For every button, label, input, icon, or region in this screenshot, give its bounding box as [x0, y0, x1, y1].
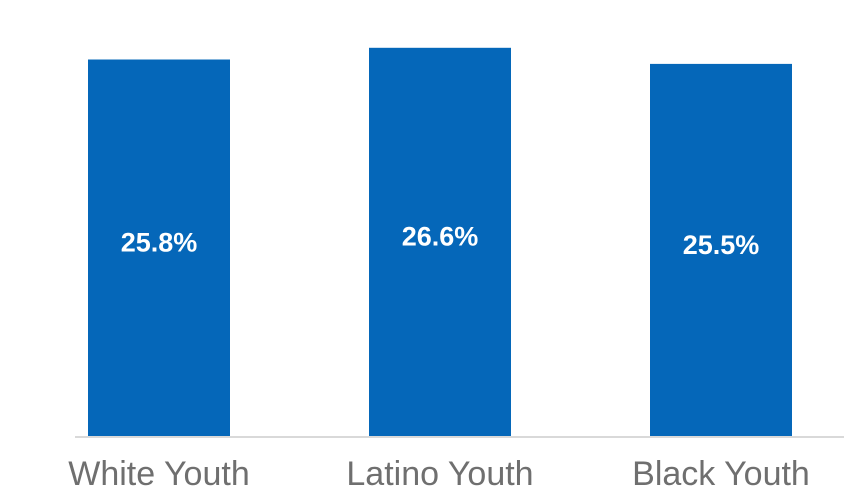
bars-group [88, 47, 792, 438]
data-label-black-youth: 25.5% [683, 230, 760, 260]
bar-black-youth [650, 63, 792, 437]
data-label-white-youth: 25.8% [121, 228, 198, 258]
x-tick-label-latino-youth: Latino Youth [346, 455, 533, 492]
x-tick-label-white-youth: White Youth [68, 455, 249, 492]
x-tick-label-black-youth: Black Youth [632, 455, 810, 492]
data-label-latino-youth: 26.6% [402, 222, 479, 252]
data-labels-group: 25.8% 26.6% 25.5% [121, 222, 760, 260]
bar-white-youth [88, 59, 230, 438]
bar-latino-youth [369, 47, 511, 438]
x-tick-labels-group: White Youth Latino Youth Black Youth [68, 455, 810, 492]
